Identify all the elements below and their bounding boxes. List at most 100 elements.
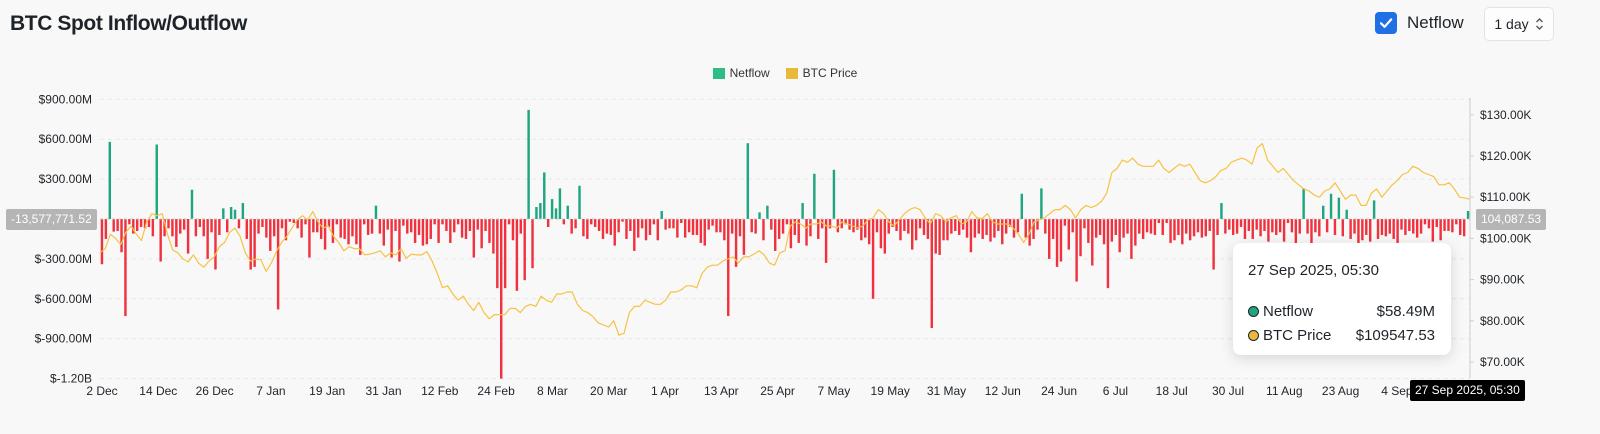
netflow-bar: [1259, 219, 1262, 237]
netflow-bar: [433, 219, 436, 225]
netflow-bar: [1200, 219, 1204, 238]
netflow-bar: [789, 219, 793, 249]
netflow-bar: [456, 219, 460, 225]
netflow-bar: [993, 219, 996, 238]
netflow-bar: [969, 219, 973, 253]
btc-price-line: [99, 143, 1471, 336]
netflow-bar: [883, 219, 887, 254]
netflow-bar: [570, 219, 573, 234]
right-axis-tick-label: $100.00K: [1480, 231, 1531, 245]
netflow-checkbox[interactable]: [1375, 12, 1397, 34]
x-axis-tick-label: 12 Feb: [421, 384, 459, 398]
netflow-bar: [1118, 219, 1121, 253]
check-icon: [1379, 18, 1393, 28]
netflow-bar: [539, 203, 542, 219]
netflow-bar: [1318, 219, 1321, 237]
netflow-bar: [644, 219, 648, 241]
netflow-bar: [1255, 219, 1258, 230]
netflow-bar: [202, 219, 205, 237]
netflow-bar: [1466, 211, 1470, 219]
netflow-bar: [738, 219, 742, 237]
netflow-bar: [797, 219, 800, 243]
netflow-bar: [421, 219, 425, 246]
netflow-bar: [335, 219, 339, 225]
netflow-bar: [1372, 200, 1376, 219]
netflow-bar: [746, 143, 750, 219]
interval-select-value: 1 day: [1494, 16, 1529, 32]
netflow-bar: [229, 207, 233, 219]
netflow-bar: [1141, 219, 1145, 239]
netflow-bar: [308, 219, 311, 258]
netflow-bars: [100, 109, 1470, 379]
netflow-bar: [1153, 219, 1157, 235]
netflow-bar: [112, 219, 115, 232]
netflow-bar: [711, 219, 714, 226]
netflow-bar: [1239, 219, 1243, 227]
interval-select[interactable]: 1 day: [1484, 7, 1554, 41]
netflow-bar: [1098, 219, 1102, 235]
legend-item-btc-price[interactable]: BTC Price: [785, 66, 857, 80]
netflow-bar: [1286, 219, 1290, 223]
netflow-bar: [1357, 219, 1360, 246]
netflow-bar: [249, 219, 252, 270]
netflow-bar: [1106, 219, 1110, 289]
netflow-bar: [1071, 219, 1074, 233]
left-axis-tick-label: $900.00M: [39, 92, 92, 106]
netflow-bar: [1173, 219, 1176, 241]
netflow-bar: [492, 219, 495, 254]
netflow-bar: [288, 219, 292, 222]
right-axis-tick-label: $110.00K: [1480, 190, 1531, 204]
left-axis-tick-label: $600.00M: [39, 132, 92, 146]
netflow-toggle[interactable]: Netflow: [1375, 12, 1464, 34]
left-axis-tick-label: $-600.00M: [35, 292, 92, 306]
page-title: BTC Spot Inflow/Outflow: [10, 12, 247, 35]
netflow-bar: [413, 219, 417, 243]
netflow-bar: [1353, 219, 1356, 234]
right-axis: $130.00K $120.00K $110.00K $100.00K $90.00K $…: [1469, 100, 1531, 378]
netflow-bar: [147, 219, 151, 227]
netflow-bar: [785, 219, 789, 225]
netflow-bar: [691, 219, 695, 235]
netflow-bar: [500, 219, 503, 379]
left-axis-tick-label: $-1.20B: [50, 372, 92, 386]
netflow-bar: [989, 219, 992, 242]
netflow-bar: [355, 219, 358, 245]
netflow-bar: [1094, 219, 1098, 238]
netflow-bar: [856, 219, 859, 230]
legend-item-netflow[interactable]: Netflow: [712, 66, 770, 80]
netflow-bar: [1349, 219, 1352, 239]
netflow-bar: [1020, 193, 1024, 219]
netflow-bar: [151, 219, 155, 237]
netflow-bar: [347, 219, 350, 245]
right-axis-tick-label: $80.00K: [1480, 314, 1525, 328]
netflow-bar: [860, 219, 863, 241]
x-axis-tick-label: 8 Mar: [537, 384, 568, 398]
x-axis-tick-label: 19 Jan: [309, 384, 345, 398]
netflow-bar: [840, 219, 843, 229]
netflow-bar: [460, 219, 464, 238]
right-axis-tick-label: $90.00K: [1480, 273, 1525, 287]
netflow-bar: [390, 219, 393, 258]
netflow-bar: [672, 219, 675, 229]
netflow-bar: [907, 219, 910, 234]
netflow-bar: [981, 219, 984, 239]
netflow-bar: [1341, 219, 1344, 237]
netflow-bar: [586, 219, 589, 239]
netflow-bar: [546, 219, 550, 227]
netflow-bar: [566, 205, 569, 219]
netflow-bar: [1138, 219, 1141, 234]
x-axis-tick-label: 4 Sep: [1381, 384, 1413, 398]
netflow-bar: [143, 219, 147, 229]
netflow-bar: [558, 188, 562, 219]
netflow-bar: [1290, 219, 1294, 233]
netflow-bar: [1122, 219, 1125, 238]
netflow-bar: [316, 219, 319, 233]
netflow-bar: [1333, 219, 1337, 235]
netflow-bar: [954, 219, 957, 231]
netflow-bar: [1412, 219, 1415, 234]
netflow-bar: [550, 199, 554, 219]
netflow-bar: [253, 219, 256, 267]
netflow-bar: [582, 219, 585, 237]
netflow-bar: [445, 219, 448, 231]
